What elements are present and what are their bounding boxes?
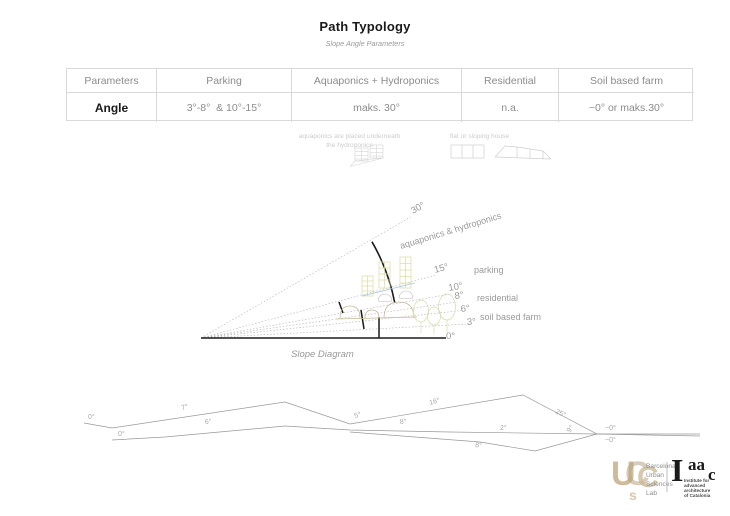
svg-text:9°: 9° <box>565 424 576 434</box>
svg-text:parking: parking <box>474 265 504 275</box>
svg-text:Urban: Urban <box>646 472 664 479</box>
svg-text:s: s <box>629 487 637 503</box>
svg-text:8°: 8° <box>454 290 465 302</box>
svg-text:8°: 8° <box>399 417 407 426</box>
svg-text:0°: 0° <box>118 430 125 438</box>
svg-text:of Catalonia: of Catalonia <box>684 493 711 498</box>
svg-text:15°: 15° <box>433 262 450 276</box>
svg-text:soil based farm: soil based farm <box>480 312 541 322</box>
svg-text:0°: 0° <box>88 413 95 421</box>
svg-text:8°: 8° <box>475 441 483 450</box>
svg-text:~0°: ~0° <box>605 436 616 444</box>
svg-text:7°: 7° <box>181 403 190 412</box>
svg-text:2°: 2° <box>500 424 507 432</box>
svg-text:5°: 5° <box>353 410 362 420</box>
svg-text:0°: 0° <box>446 331 455 342</box>
svg-text:Slope Diagram: Slope Diagram <box>291 349 354 360</box>
svg-text:3°: 3° <box>467 317 477 328</box>
svg-text:aa: aa <box>688 455 706 474</box>
svg-text:~0°: ~0° <box>605 424 616 432</box>
svg-text:Lab: Lab <box>646 490 657 497</box>
svg-text:Sciences: Sciences <box>646 481 673 488</box>
svg-text:residential: residential <box>477 293 518 303</box>
svg-text:6°: 6° <box>460 303 470 315</box>
svg-text:16°: 16° <box>428 396 441 407</box>
svg-text:30°: 30° <box>409 200 427 217</box>
svg-text:6°: 6° <box>204 417 212 426</box>
svg-text:I: I <box>671 452 683 488</box>
